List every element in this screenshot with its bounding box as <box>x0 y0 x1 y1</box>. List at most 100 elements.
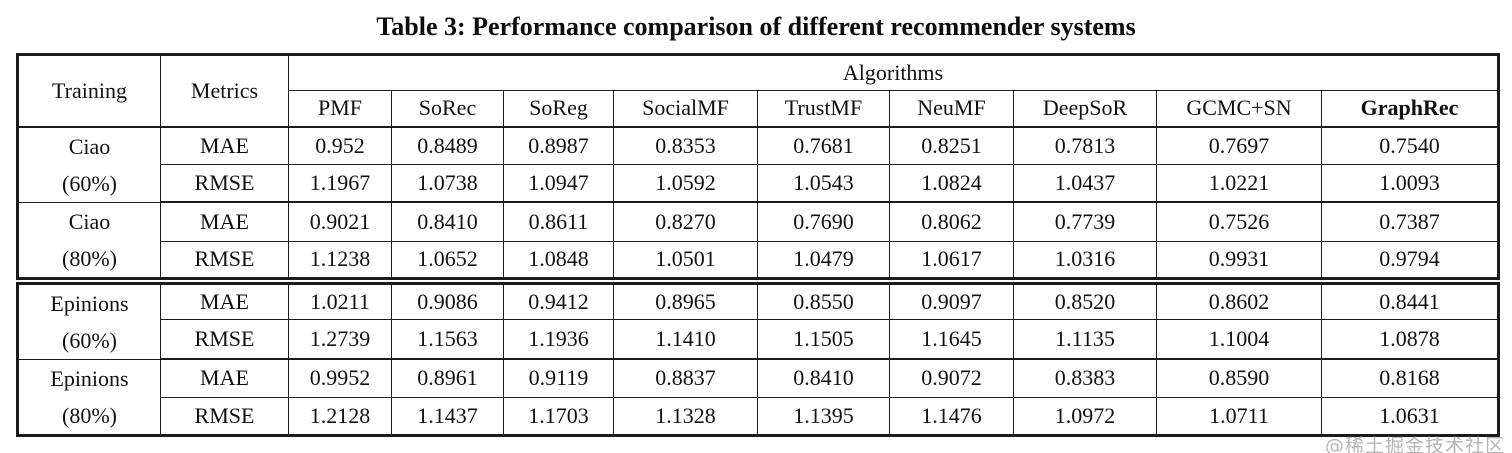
metric-cell: RMSE <box>160 163 289 203</box>
value-cell: 1.1328 <box>613 396 758 436</box>
value-cell: 1.1936 <box>503 319 614 361</box>
value-cell: 0.952 <box>288 126 392 165</box>
value-cell: 1.1645 <box>889 319 1014 361</box>
table-row-ciao80-rmse: RMSE 1.1238 1.0652 1.0848 1.0501 1.0479 … <box>18 240 1499 285</box>
value-cell: 0.8383 <box>1013 358 1157 398</box>
value-cell: 1.1437 <box>391 396 504 436</box>
value-cell: 1.2128 <box>288 396 392 436</box>
algorithm-header-deepsor: DeepSoR <box>1013 90 1157 128</box>
value-cell: 0.8965 <box>613 279 758 321</box>
value-cell: 1.1238 <box>288 240 392 285</box>
performance-table: Training Metrics Algorithms PMF SoRec So… <box>16 53 1500 437</box>
value-cell: 1.1135 <box>1013 319 1157 361</box>
header-row-algorithms: PMF SoRec SoReg SocialMF TrustMF NeuMF D… <box>18 90 1499 128</box>
algorithm-header-sorec: SoRec <box>391 90 504 128</box>
value-cell: 1.1563 <box>391 319 504 361</box>
value-cell: 1.0947 <box>503 163 614 203</box>
metric-cell: RMSE <box>160 319 289 361</box>
algorithm-header-pmf: PMF <box>288 90 392 128</box>
dataset-pct: (60%) <box>62 327 117 353</box>
value-cell: 1.0543 <box>757 163 890 203</box>
metric-cell: RMSE <box>160 396 289 436</box>
value-cell: 0.9952 <box>288 358 392 398</box>
value-cell: 0.8353 <box>613 126 758 165</box>
value-cell: 0.8602 <box>1156 279 1322 321</box>
value-cell: 1.0592 <box>613 163 758 203</box>
algorithm-header-gcmcsn: GCMC+SN <box>1156 90 1322 128</box>
value-cell: 1.1505 <box>757 319 890 361</box>
value-cell: 1.0617 <box>889 240 1014 285</box>
value-cell: 0.8611 <box>503 201 614 242</box>
value-cell: 0.7739 <box>1013 201 1157 242</box>
value-cell: 0.8251 <box>889 126 1014 165</box>
value-cell: 1.0631 <box>1321 396 1499 436</box>
metric-cell: MAE <box>160 201 289 242</box>
table-row-epinions60-rmse: RMSE 1.2739 1.1563 1.1936 1.1410 1.1505 … <box>18 319 1499 361</box>
table-row-epinions80-mae: Epinions (80%) MAE 0.9952 0.8961 0.9119 … <box>17 358 1499 436</box>
value-cell: 1.0738 <box>391 163 504 203</box>
table-row-epinions60-mae: Epinions (60%) MAE 1.0211 0.9086 0.9412 … <box>17 279 1499 360</box>
metric-cell: MAE <box>160 126 289 165</box>
value-cell: 0.8410 <box>391 201 504 242</box>
value-cell: 1.1004 <box>1156 319 1322 361</box>
value-cell: 1.1703 <box>503 396 614 436</box>
table-caption: Table 3: Performance comparison of diffe… <box>376 12 1136 41</box>
dataset-name: Ciao <box>68 133 111 159</box>
value-cell: 1.0479 <box>757 240 890 285</box>
dataset-pct: (80%) <box>62 245 117 271</box>
value-cell: 1.0878 <box>1321 319 1499 361</box>
value-cell: 0.7690 <box>757 201 890 242</box>
value-cell: 1.0093 <box>1321 163 1499 203</box>
table-row-ciao80-mae: Ciao (80%) MAE 0.9021 0.8410 0.8611 0.82… <box>17 201 1499 285</box>
value-cell: 0.8520 <box>1013 279 1157 321</box>
value-cell: 1.1410 <box>613 319 758 361</box>
algorithm-header-trustmf: TrustMF <box>757 90 890 128</box>
dataset-cell-epinions80: Epinions (80%) <box>17 358 161 436</box>
value-cell: 0.9931 <box>1156 240 1322 285</box>
dataset-cell-ciao60: Ciao (60%) <box>17 126 161 203</box>
metric-cell: MAE <box>160 279 289 321</box>
value-cell: 1.0437 <box>1013 163 1157 203</box>
algorithm-header-graphrec: GraphRec <box>1321 90 1499 128</box>
value-cell: 0.8410 <box>757 358 890 398</box>
dataset-pct: (80%) <box>62 402 117 428</box>
table-row-ciao60-mae: Ciao (60%) MAE 0.952 0.8489 0.8987 0.835… <box>17 126 1499 203</box>
value-cell: 0.7813 <box>1013 126 1157 165</box>
value-cell: 0.7526 <box>1156 201 1322 242</box>
value-cell: 0.9021 <box>288 201 392 242</box>
value-cell: 0.8441 <box>1321 279 1499 321</box>
value-cell: 0.8062 <box>889 201 1014 242</box>
dataset-cell-epinions60: Epinions (60%) <box>17 280 161 360</box>
value-cell: 0.8987 <box>503 126 614 165</box>
value-cell: 1.2739 <box>288 319 392 361</box>
value-cell: 1.0972 <box>1013 396 1157 436</box>
dataset-name: Ciao <box>68 208 111 234</box>
header-cell-metrics: Metrics <box>160 54 289 128</box>
value-cell: 1.0848 <box>503 240 614 285</box>
header-cell-training: Training <box>17 54 161 128</box>
value-cell: 0.7540 <box>1321 126 1499 165</box>
value-cell: 0.9412 <box>503 279 614 321</box>
value-cell: 0.8168 <box>1321 358 1499 398</box>
table-row-epinions80-rmse: RMSE 1.2128 1.1437 1.1703 1.1328 1.1395 … <box>18 396 1499 436</box>
value-cell: 1.0316 <box>1013 240 1157 285</box>
dataset-cell-ciao80: Ciao (80%) <box>17 201 161 285</box>
dataset-pct: (60%) <box>62 170 117 196</box>
value-cell: 1.0711 <box>1156 396 1322 436</box>
table-row-ciao60-rmse: RMSE 1.1967 1.0738 1.0947 1.0592 1.0543 … <box>18 163 1499 203</box>
value-cell: 0.9794 <box>1321 240 1499 285</box>
value-cell: 0.7387 <box>1321 201 1499 242</box>
value-cell: 1.0652 <box>391 240 504 285</box>
value-cell: 0.7697 <box>1156 126 1322 165</box>
value-cell: 1.1476 <box>889 396 1014 436</box>
value-cell: 0.8270 <box>613 201 758 242</box>
algorithm-header-neumf: NeuMF <box>889 90 1014 128</box>
algorithm-header-socialmf: SocialMF <box>613 90 758 128</box>
value-cell: 1.0221 <box>1156 163 1322 203</box>
value-cell: 0.9086 <box>391 279 504 321</box>
value-cell: 0.8961 <box>391 358 504 398</box>
value-cell: 0.9097 <box>889 279 1014 321</box>
value-cell: 1.1395 <box>757 396 890 436</box>
dataset-name: Epinions <box>50 290 129 316</box>
value-cell: 0.7681 <box>757 126 890 165</box>
